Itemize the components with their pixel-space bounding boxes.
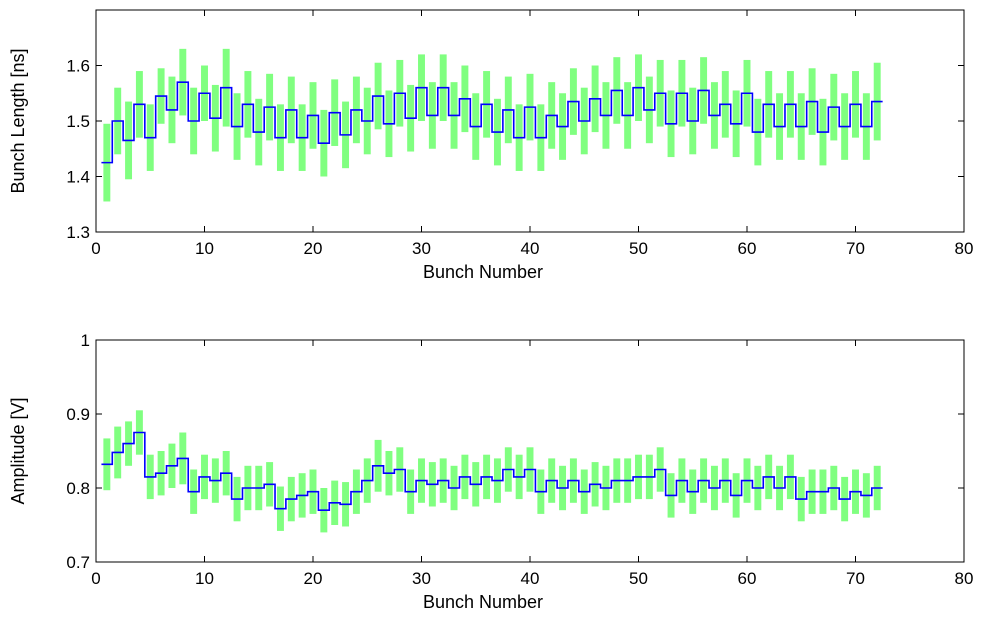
x-tick-label: 20: [304, 569, 323, 588]
y-tick-label: 1.5: [66, 112, 90, 131]
y-tick-label: 1.4: [66, 168, 90, 187]
x-tick-label: 70: [846, 569, 865, 588]
bunch-length-panel: 0 10 20 30 40 50 60 70 80 1.3 1.4 1.5 1.6 Bunch Numbe…: [8, 9, 974, 282]
x-tick-label: 50: [629, 569, 648, 588]
x-tick-label: 80: [955, 569, 974, 588]
x-tick-label: 80: [955, 239, 974, 258]
x-tick-label: 0: [91, 569, 100, 588]
y-tick-label: 1.3: [66, 223, 90, 242]
x-tick-label: 10: [195, 239, 214, 258]
x-tick-label: 60: [738, 569, 757, 588]
x-tick-label: 0: [91, 239, 100, 258]
x-tick-label: 20: [304, 239, 323, 258]
y-tick-label: 0.7: [66, 553, 90, 572]
x-tick-label: 40: [521, 569, 540, 588]
y-tick-label: 1: [81, 331, 90, 350]
x-axis-label: Bunch Number: [423, 592, 543, 612]
x-tick-label: 10: [195, 569, 214, 588]
y-axis-label: Amplitude [V]: [8, 397, 28, 504]
y-tick-label: 0.9: [66, 405, 90, 424]
step-line: [101, 81, 883, 164]
x-tick-label: 60: [738, 239, 757, 258]
step-line: [101, 431, 883, 511]
x-tick-label: 30: [412, 569, 431, 588]
amplitude-panel: 0 10 20 30 40 50 60 70 80 0.7 0.8 0.9 1 Bunch Number A…: [8, 331, 973, 612]
y-tick-label: 0.8: [66, 479, 90, 498]
x-axis-label: Bunch Number: [423, 262, 543, 282]
y-tick-label: 1.6: [66, 57, 90, 76]
x-tick-label: 70: [846, 239, 865, 258]
x-tick-label: 50: [629, 239, 648, 258]
y-axis-label: Bunch Length [ns]: [8, 48, 28, 193]
x-tick-label: 40: [521, 239, 540, 258]
x-tick-label: 30: [412, 239, 431, 258]
